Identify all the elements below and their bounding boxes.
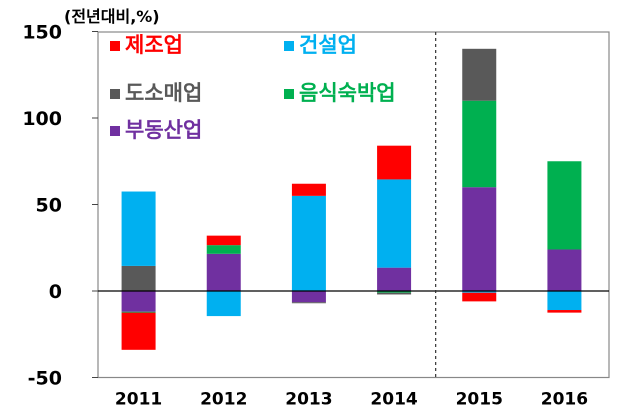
legend-swatch bbox=[110, 89, 120, 99]
x-tick-label: 2011 bbox=[115, 390, 162, 410]
bar-segment-2014-부동산업 bbox=[377, 267, 412, 291]
y-tick-label: -50 bbox=[28, 368, 62, 390]
x-tick-label: 2012 bbox=[200, 390, 247, 410]
y-tick-label: 150 bbox=[22, 22, 62, 44]
bar-segment-2015-제조업 bbox=[462, 292, 497, 302]
bar-segment-2012-건설업 bbox=[206, 291, 241, 317]
legend-swatch bbox=[284, 89, 294, 99]
bar-segment-2013-도소매업 bbox=[291, 302, 326, 304]
bar-segment-2016-음식숙박업 bbox=[547, 161, 582, 250]
legend-swatch bbox=[110, 41, 120, 51]
legend-label: 건설업 bbox=[299, 33, 357, 57]
bar-segment-2011-부동산업 bbox=[121, 291, 156, 312]
bar-segment-2012-음식숙박업 bbox=[206, 245, 241, 254]
bar-segment-2014-제조업 bbox=[377, 145, 412, 180]
bar-segment-2014-건설업 bbox=[377, 179, 412, 268]
bar-segment-2016-건설업 bbox=[547, 291, 582, 311]
legend-label: 도소매업 bbox=[125, 81, 202, 105]
bar-segment-2015-도소매업 bbox=[462, 48, 497, 101]
legend-label: 부동산업 bbox=[125, 118, 202, 142]
bar-segment-2015-부동산업 bbox=[462, 187, 497, 291]
bar-segment-2013-부동산업 bbox=[291, 291, 326, 303]
legend-swatch bbox=[110, 126, 120, 136]
x-tick-label: 2016 bbox=[541, 390, 588, 410]
legend-label: 제조업 bbox=[125, 33, 183, 57]
x-tick-label: 2015 bbox=[456, 390, 503, 410]
unit-label: (전년대비,%) bbox=[64, 7, 160, 26]
x-tick-label: 2013 bbox=[285, 390, 332, 410]
legend-swatch bbox=[284, 41, 294, 51]
bar-segment-2011-도소매업 bbox=[121, 265, 156, 291]
bar-segment-2011-제조업 bbox=[121, 312, 156, 350]
y-tick-label: 50 bbox=[36, 195, 62, 217]
bar-segment-2012-부동산업 bbox=[206, 253, 241, 291]
bar-segment-2014-도소매업 bbox=[377, 292, 412, 295]
bar-segment-2015-음식숙박업 bbox=[462, 100, 497, 188]
bar-segment-2011-음식숙박업 bbox=[121, 311, 156, 313]
bar-segment-2011-건설업 bbox=[121, 191, 156, 266]
bar-segment-2012-제조업 bbox=[206, 235, 241, 246]
bar-segment-2015-건설업 bbox=[462, 291, 497, 293]
bar-segment-2016-제조업 bbox=[547, 310, 582, 313]
bar-segment-2016-부동산업 bbox=[547, 249, 582, 291]
bar-segment-2014-음식숙박업 bbox=[377, 291, 412, 293]
bar-segment-2013-제조업 bbox=[291, 183, 326, 196]
y-tick-label: 100 bbox=[22, 108, 62, 130]
x-tick-label: 2014 bbox=[370, 390, 417, 410]
legend-label: 음식숙박업 bbox=[299, 81, 396, 105]
y-tick-label: 0 bbox=[49, 281, 62, 303]
bar-segment-2013-건설업 bbox=[291, 195, 326, 291]
